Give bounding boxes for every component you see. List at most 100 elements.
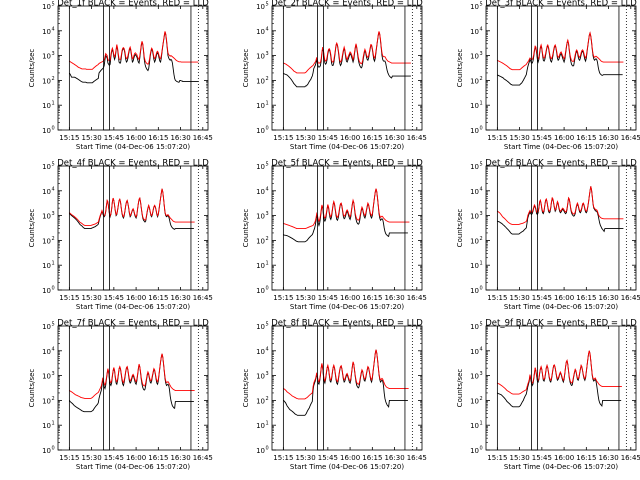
y-tick-exponent: 2: [266, 236, 269, 242]
x-tick-label: 15:15: [273, 294, 293, 302]
y-tick-exponent: 2: [52, 76, 55, 82]
x-tick-label: 15:45: [318, 294, 338, 302]
series-line: [497, 31, 623, 86]
y-tick-label: 10: [42, 323, 51, 331]
y-tick-exponent: 3: [266, 211, 269, 217]
y-tick-label: 10: [42, 397, 51, 405]
y-tick-label: 10: [42, 447, 51, 455]
x-tick-label: 15:30: [82, 134, 102, 142]
series-line: [69, 31, 199, 70]
x-tick-label: 15:45: [532, 294, 552, 302]
y-tick-exponent: 4: [266, 186, 269, 192]
x-tick-label: 15:15: [59, 134, 79, 142]
y-tick-label: 10: [470, 77, 479, 85]
y-tick-label: 10: [470, 373, 479, 381]
y-tick-exponent: 5: [52, 322, 55, 328]
x-tick-label: 16:00: [126, 294, 146, 302]
series-line: [69, 31, 199, 84]
y-tick-exponent: 2: [480, 76, 483, 82]
y-tick-label: 10: [470, 287, 479, 295]
x-axis-label: Start Time (04-Dec-06 15:07:20): [290, 303, 404, 311]
plot-title: Det_6f BLACK = Events, RED = LLD: [485, 159, 637, 169]
y-tick-label: 10: [42, 163, 51, 171]
y-tick-label: 10: [256, 163, 265, 171]
x-tick-label: 16:00: [554, 454, 574, 462]
x-tick-label: 16:30: [384, 134, 404, 142]
y-tick-exponent: 4: [52, 26, 55, 32]
y-axis-label: Counts/sec: [28, 209, 36, 248]
x-tick-label: 15:45: [318, 454, 338, 462]
series-line: [497, 31, 624, 71]
y-tick-exponent: 3: [266, 371, 269, 377]
y-tick-label: 10: [470, 163, 479, 171]
y-tick-exponent: 3: [52, 211, 55, 217]
series-line: [283, 31, 411, 88]
y-tick-exponent: 0: [52, 286, 55, 292]
plot-title: Det_8f BLACK = Events, RED = LLD: [271, 319, 423, 329]
x-tick-label: 16:00: [126, 134, 146, 142]
plot-panel: Det_1f BLACK = Events, RED = LLD 15:15 15:…: [28, 0, 213, 151]
y-tick-exponent: 1: [266, 261, 269, 267]
plot-title: Det_1f BLACK = Events, RED = LLD: [57, 0, 209, 9]
y-tick-label: 10: [256, 323, 265, 331]
plot-title: Det_4f BLACK = Events, RED = LLD: [57, 159, 209, 169]
x-tick-label: 16:15: [576, 134, 596, 142]
x-tick-label: 15:15: [487, 454, 507, 462]
plot-title: Det_2f BLACK = Events, RED = LLD: [271, 0, 423, 9]
y-tick-exponent: 5: [480, 2, 483, 8]
y-axis-label: Counts/sec: [242, 209, 250, 248]
plot-title: Det_9f BLACK = Events, RED = LLD: [485, 319, 637, 329]
y-tick-label: 10: [256, 422, 265, 430]
y-tick-label: 10: [256, 287, 265, 295]
plot-frame: [271, 325, 423, 451]
y-tick-exponent: 0: [266, 126, 269, 132]
y-tick-exponent: 5: [480, 162, 483, 168]
x-tick-label: 16:00: [126, 454, 146, 462]
y-tick-label: 10: [42, 3, 51, 11]
plot-frame: [271, 5, 423, 131]
x-tick-label: 16:30: [598, 454, 618, 462]
y-tick-label: 10: [470, 102, 479, 110]
x-tick-label: 16:30: [170, 134, 190, 142]
x-axis-label: Start Time (04-Dec-06 15:07:20): [290, 463, 404, 471]
x-tick-label: 15:30: [296, 134, 316, 142]
y-tick-exponent: 3: [480, 371, 483, 377]
y-tick-exponent: 1: [52, 261, 55, 267]
y-tick-label: 10: [42, 28, 51, 36]
plot-title: Det_7f BLACK = Events, RED = LLD: [57, 319, 209, 329]
y-tick-exponent: 3: [266, 51, 269, 57]
x-tick-label: 16:15: [362, 134, 382, 142]
y-tick-exponent: 4: [480, 26, 483, 32]
x-tick-label: 16:15: [362, 294, 382, 302]
attenuator-box: [317, 165, 324, 291]
series-line: [69, 188, 195, 226]
y-tick-label: 10: [42, 77, 51, 85]
attenuator-box: [317, 5, 324, 131]
series-line: [68, 353, 194, 413]
x-tick-label: 16:45: [193, 294, 213, 302]
x-tick-label: 16:45: [407, 294, 427, 302]
y-tick-exponent: 2: [52, 236, 55, 242]
y-tick-label: 10: [42, 237, 51, 245]
x-tick-label: 16:30: [384, 294, 404, 302]
y-tick-label: 10: [256, 262, 265, 270]
y-tick-label: 10: [470, 422, 479, 430]
x-tick-label: 16:45: [193, 134, 213, 142]
plot-panel: Det_5f BLACK = Events, RED = LLD 15:15 15:…: [242, 159, 427, 312]
y-tick-exponent: 4: [52, 186, 55, 192]
y-tick-exponent: 4: [52, 346, 55, 352]
y-tick-label: 10: [42, 102, 51, 110]
plot-title: Det_5f BLACK = Events, RED = LLD: [271, 159, 423, 169]
x-tick-label: 15:45: [318, 134, 338, 142]
series-line: [497, 186, 624, 225]
x-tick-label: 16:00: [554, 294, 574, 302]
y-tick-label: 10: [470, 127, 479, 135]
x-tick-label: 16:30: [170, 454, 190, 462]
x-tick-label: 15:30: [82, 294, 102, 302]
x-tick-label: 16:00: [340, 454, 360, 462]
y-tick-exponent: 0: [266, 286, 269, 292]
